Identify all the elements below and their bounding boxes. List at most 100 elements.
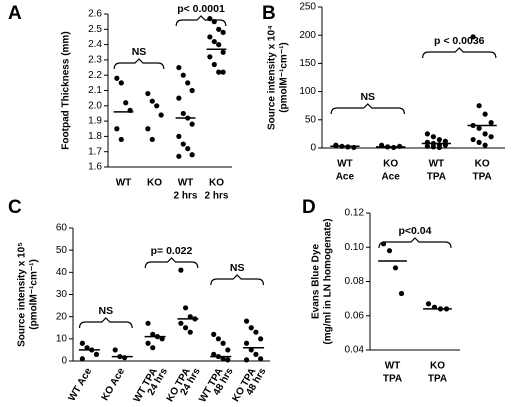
data-point [430,134,436,140]
data-point [149,136,155,143]
y-tick-label: 0.12 [345,208,365,219]
data-point [118,80,124,86]
x-tick-label: TPA [472,172,491,183]
data-point [176,133,182,139]
annotation: p<0.04 [399,225,432,237]
bracket [78,317,133,329]
data-point [220,340,226,346]
y-tick-label: 1.6 [88,162,102,173]
annotation: NS [360,91,375,103]
panel-letter: B [262,3,276,24]
data-point [189,152,195,158]
y-tick-label: 250 [299,2,316,13]
data-point [482,142,488,148]
data-point [189,121,195,127]
data-point [158,112,164,118]
data-point [79,340,85,346]
y-tick-label: 0.10 [345,242,365,253]
y-axis-label: (mg/ml in LN homogenate) [323,218,334,344]
data-point [211,331,217,337]
data-point [243,318,250,324]
data-point [123,100,129,106]
data-point [114,75,120,81]
data-point [185,80,191,86]
y-tick-label: 1.9 [88,116,102,127]
data-point [216,69,222,75]
data-point [112,347,118,353]
x-tick-label: TPA [383,374,402,385]
data-point [187,314,193,320]
y-tick-label: 10 [56,333,68,344]
y-tick-label: 0 [61,356,67,367]
data-point [488,120,494,126]
y-tick-label: 50 [305,114,317,125]
data-point [159,336,165,342]
x-tick-label: WT [178,178,194,189]
data-point [154,103,160,109]
data-point [182,325,189,331]
x-tick-label: KO [475,159,490,170]
y-axis-label: (pmolM⁻¹cm⁻¹) [279,42,290,113]
data-point [220,29,226,35]
data-point [176,64,182,71]
x-tick-label: KO [209,178,224,189]
data-point [207,54,213,60]
data-point [216,42,222,48]
data-point [248,325,254,331]
bracket [378,237,452,249]
y-axis-label: Source intensity x 10⁵ [17,242,28,347]
y-tick-label: 2.2 [88,70,102,81]
data-point [114,126,120,132]
y-tick-label: 2.1 [88,85,102,96]
data-point [180,141,186,147]
data-point [225,357,231,363]
data-point [243,340,250,346]
data-point [398,290,405,297]
panel-letter: C [8,197,22,218]
data-point [180,110,186,117]
data-point [79,356,85,362]
data-point [189,87,195,94]
data-point [253,351,259,357]
y-tick-label: 100 [299,86,316,97]
data-point [145,90,151,97]
data-point [220,69,226,75]
bracket [330,103,405,115]
x-tick-label: Ace [336,172,355,183]
y-tick-label: 30 [56,289,68,300]
y-tick-label: 40 [56,267,68,278]
data-point [482,111,488,117]
data-point [476,103,482,109]
data-point [258,356,264,362]
data-point [150,345,156,351]
annotation: NS [132,46,147,58]
data-point [258,336,264,342]
data-point [476,139,482,145]
data-point [220,356,226,362]
data-point [178,320,184,326]
y-tick-label: 2.3 [88,55,102,66]
data-point [470,136,476,143]
data-point [178,267,184,273]
y-tick-label: 2.4 [88,39,102,50]
data-point [182,305,189,311]
data-point [176,153,182,159]
data-point [118,136,124,143]
y-tick-label: 1.7 [88,146,102,157]
y-tick-label: 60 [56,223,68,234]
data-point [187,329,193,335]
data-point [442,138,448,144]
y-tick-label: 0.06 [345,310,365,321]
y-axis-label: Footpad Thickness (mm) [61,31,72,149]
y-axis-label: Evans Blue Dye [311,244,322,319]
x-tick-label: WT [116,178,132,189]
y-tick-label: 1.8 [88,131,102,142]
x-tick-label: WT [337,159,353,170]
x-tick-label: TPA [427,172,446,183]
data-point [392,265,399,271]
data-point [488,134,494,140]
y-tick-label: 200 [299,30,316,41]
x-tick-label: KO [430,361,445,372]
annotation: NS [230,262,245,274]
data-point [436,136,442,143]
